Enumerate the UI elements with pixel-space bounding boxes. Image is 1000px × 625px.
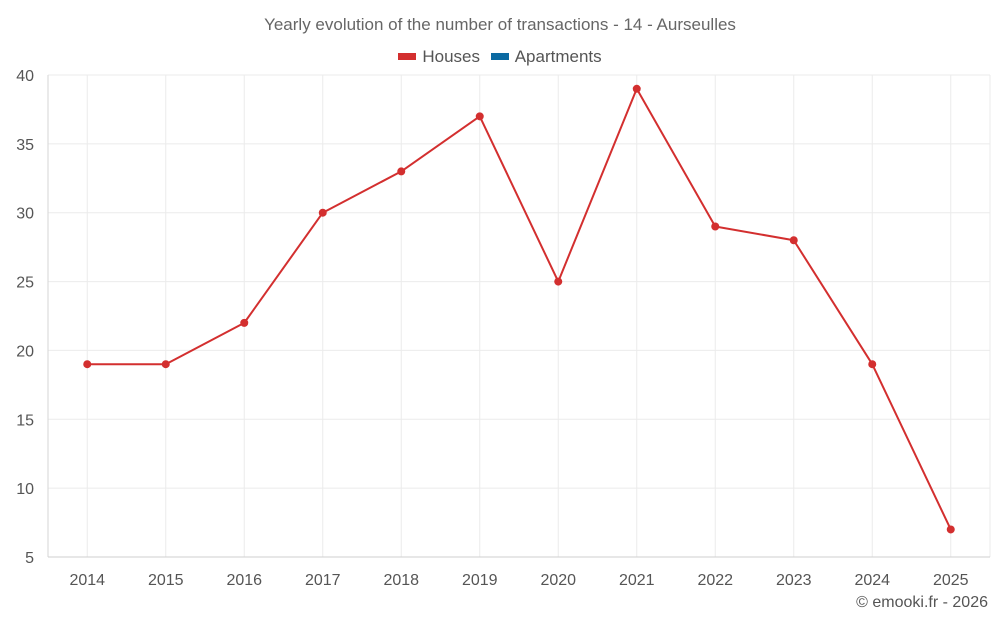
series-houses xyxy=(83,84,955,534)
y-tick-label: 25 xyxy=(16,275,34,292)
x-tick-label: 2023 xyxy=(776,572,812,589)
data-point xyxy=(946,525,955,534)
legend-swatch-apartments xyxy=(490,53,509,60)
data-point xyxy=(318,208,327,217)
data-point xyxy=(632,84,641,93)
grid-lines xyxy=(48,74,991,557)
y-tick-label: 30 xyxy=(16,206,34,223)
data-point xyxy=(554,277,563,286)
data-point xyxy=(868,360,877,369)
x-tick-label: 2018 xyxy=(383,572,419,589)
data-point xyxy=(475,112,484,121)
x-tick-label: 2015 xyxy=(148,572,184,589)
legend-item-apartments[interactable]: Apartments xyxy=(490,46,602,67)
data-point xyxy=(161,360,170,369)
data-point xyxy=(711,222,720,231)
data-point xyxy=(397,167,406,176)
chart-title: Yearly evolution of the number of transa… xyxy=(264,15,736,34)
y-tick-label: 20 xyxy=(16,343,34,360)
legend-item-houses[interactable]: Houses xyxy=(398,47,480,67)
x-tick-label: 2024 xyxy=(854,572,890,589)
credit-text: © emooki.fr - 2026 xyxy=(856,594,988,611)
y-tick-label: 10 xyxy=(16,481,34,498)
x-tick-label: 2016 xyxy=(226,572,262,589)
y-tick-label: 40 xyxy=(16,68,34,85)
data-point xyxy=(240,318,249,327)
x-tick-label: 2025 xyxy=(933,572,969,589)
data-point xyxy=(789,236,798,245)
x-tick-label: 2022 xyxy=(697,572,733,589)
series-line-houses xyxy=(87,87,952,530)
legend: Houses Apartments xyxy=(0,45,1000,67)
data-point xyxy=(83,360,92,369)
y-tick-label: 15 xyxy=(16,412,34,429)
x-tick-label: 2017 xyxy=(305,572,341,589)
legend-swatch-houses xyxy=(398,53,417,60)
x-tick-label: 2014 xyxy=(69,572,105,589)
x-tick-label: 2019 xyxy=(462,572,498,589)
y-tick-label: 5 xyxy=(25,550,34,567)
x-tick-label: 2020 xyxy=(540,572,576,589)
y-tick-label: 35 xyxy=(16,137,34,154)
x-tick-label: 2021 xyxy=(619,572,655,589)
legend-label-houses: Houses xyxy=(422,46,480,66)
legend-label-apartments: Apartments xyxy=(514,46,602,66)
